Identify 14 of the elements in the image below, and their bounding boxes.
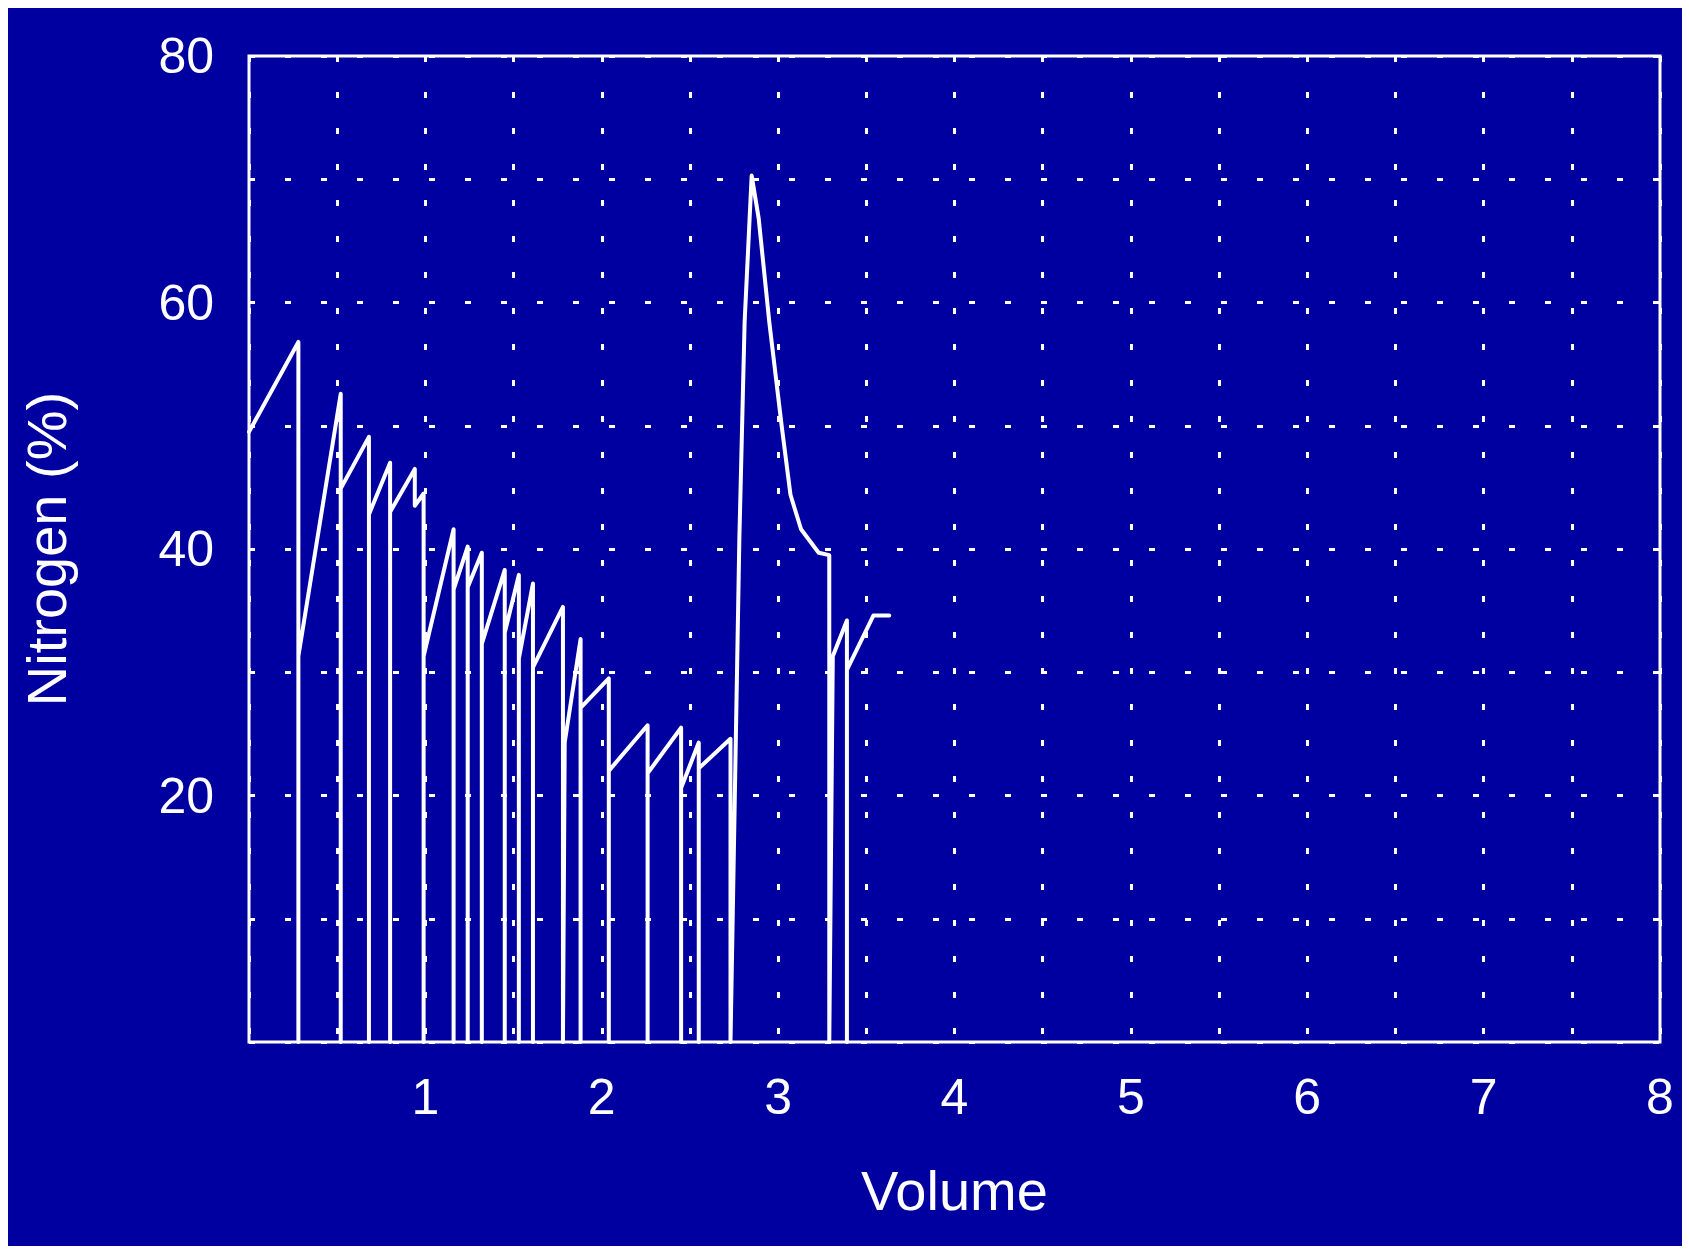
y-axis-title: Nitrogen (%) <box>14 391 78 707</box>
y-tick-label: 40 <box>158 521 214 577</box>
y-tick-label: 60 <box>158 274 214 331</box>
y-tick-label: 80 <box>158 28 214 84</box>
x-tick-label: 6 <box>1293 1069 1322 1125</box>
x-tick-label: 1 <box>411 1069 440 1125</box>
x-tick-label: 4 <box>940 1069 969 1125</box>
x-tick-label: 5 <box>1116 1069 1145 1125</box>
x-tick-label: 8 <box>1646 1069 1674 1125</box>
x-axis-title: Volume <box>861 1158 1048 1222</box>
x-tick-label: 3 <box>764 1069 793 1125</box>
y-tick-label: 20 <box>158 767 214 824</box>
x-tick-label: 7 <box>1469 1069 1498 1125</box>
x-tick-label: 2 <box>587 1069 616 1125</box>
